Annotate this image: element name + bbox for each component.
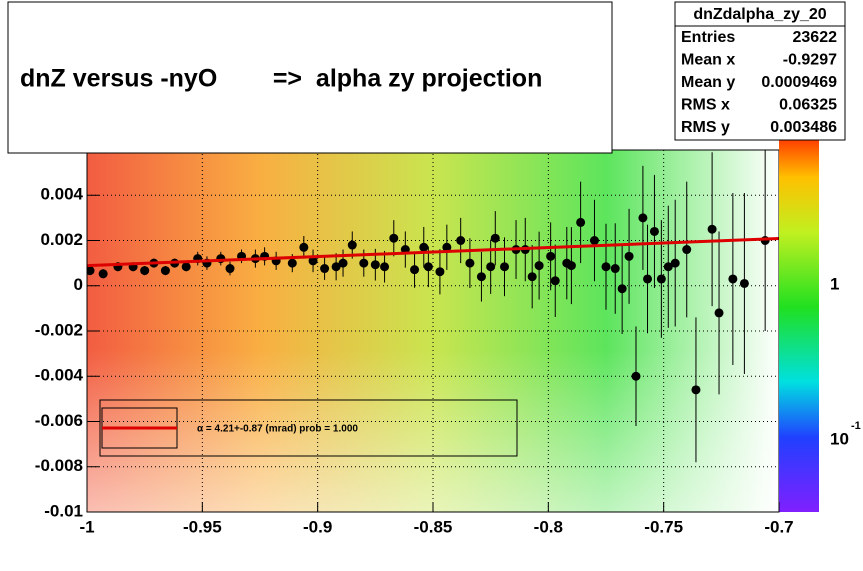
title-box	[7, 1, 613, 154]
x-tick-label: -0.85	[414, 517, 453, 536]
profile-point	[87, 266, 95, 276]
profile-point	[576, 217, 586, 227]
stats-key: Mean y	[681, 74, 735, 91]
y-tick-label: -0.008	[35, 456, 83, 475]
profile-point	[707, 224, 717, 234]
profile-point	[546, 251, 556, 261]
profile-point	[624, 251, 634, 261]
profile-point	[287, 258, 297, 268]
stats-key: RMS y	[681, 119, 730, 136]
x-tick-label: -1	[79, 517, 94, 536]
profile-point	[347, 240, 357, 250]
profile-point	[691, 385, 701, 395]
profile-point	[442, 242, 452, 252]
profile-point	[320, 264, 330, 274]
y-tick-label: -0.006	[35, 411, 83, 430]
palette-exponent: -1	[851, 420, 861, 432]
profile-point	[589, 236, 599, 245]
profile-point	[617, 284, 627, 294]
profile-point	[739, 278, 749, 288]
chart-title: dnZ versus -nyO => alpha zy projection	[20, 65, 542, 93]
stats-value: 0.06325	[779, 97, 837, 114]
stats-name: dnZdalpha_zy_20	[693, 6, 826, 23]
y-tick-label: -0.002	[35, 320, 83, 339]
y-tick-label: -0.01	[44, 501, 83, 520]
profile-point	[359, 258, 369, 268]
profile-point	[338, 258, 348, 268]
x-tick-label: -0.8	[534, 517, 563, 536]
profile-point	[225, 264, 235, 274]
x-tick-label: -0.95	[183, 517, 222, 536]
palette-label: 1	[830, 274, 839, 293]
fit-legend-box	[99, 399, 518, 457]
profile-point	[299, 242, 309, 252]
y-tick-label: 0	[74, 275, 83, 294]
stats-key: Entries	[681, 29, 735, 46]
profile-point	[610, 264, 620, 274]
stats-value: -0.9297	[783, 52, 837, 69]
profile-point	[656, 274, 666, 284]
profile-point	[435, 267, 445, 277]
profile-point	[682, 245, 692, 255]
profile-point	[140, 266, 150, 276]
profile-point	[308, 256, 318, 266]
profile-point	[331, 262, 341, 272]
fit-line	[87, 236, 779, 268]
profile-point	[410, 265, 420, 275]
profile-point	[527, 272, 537, 282]
palette-label: 10	[830, 429, 849, 448]
profile-point	[380, 262, 390, 272]
profile-point	[476, 272, 486, 282]
stats-value: 0.0009469	[761, 74, 837, 91]
profile-point	[663, 262, 673, 272]
profile-point	[370, 260, 380, 270]
profile-point	[456, 236, 466, 245]
stats-value: 23622	[793, 29, 838, 46]
profile-point	[486, 262, 496, 272]
y-tick-label: 0.004	[40, 185, 83, 204]
profile-point	[643, 274, 653, 284]
stats-value: 0.003486	[770, 119, 837, 136]
profile-point	[534, 261, 544, 271]
profile-point	[181, 262, 191, 272]
profile-point	[550, 276, 560, 286]
profile-point	[638, 213, 648, 223]
profile-point	[389, 233, 399, 243]
x-tick-label: -0.75	[644, 517, 683, 536]
profile-point	[714, 308, 724, 318]
stats-box	[674, 1, 846, 141]
profile-point	[423, 262, 433, 272]
profile-point	[465, 258, 475, 268]
x-tick-label: -0.7	[764, 517, 793, 536]
stats-key: RMS x	[681, 97, 730, 114]
profile-point	[649, 226, 659, 236]
profile-point	[601, 262, 611, 272]
y-tick-label: -0.004	[35, 366, 84, 385]
profile-point	[160, 266, 170, 276]
palette	[779, 140, 819, 512]
y-tick-label: 0.002	[40, 230, 83, 249]
profile-point	[500, 262, 510, 272]
x-tick-label: -0.9	[303, 517, 332, 536]
profile-point	[670, 258, 680, 268]
fit-label: α = 4.21+-0.87 (mrad) prob = 1.000	[197, 424, 358, 435]
profile-point	[490, 233, 500, 243]
profile-point	[98, 269, 108, 279]
profile-point	[566, 261, 576, 271]
stats-key: Mean x	[681, 52, 735, 69]
profile-point	[728, 274, 738, 284]
profile-point	[419, 242, 429, 252]
profile-point	[631, 371, 641, 381]
